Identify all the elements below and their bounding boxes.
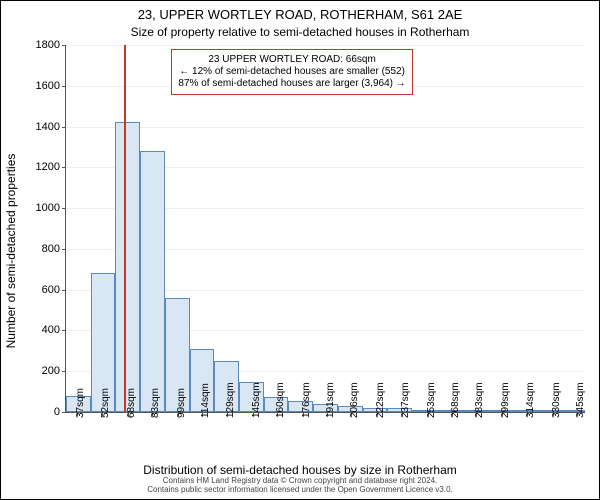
xtick-label: 68sqm [126, 388, 137, 418]
grid-line [66, 45, 585, 46]
xtick-label: 145sqm [251, 382, 262, 418]
plot-area: 02004006008001000120014001600180037sqm52… [65, 45, 585, 413]
legend-line-2: ← 12% of semi-detached houses are smalle… [178, 66, 405, 78]
property-marker-line [124, 45, 126, 412]
y-axis-label: Number of semi-detached properties [4, 154, 18, 349]
ytick-label: 0 [54, 406, 60, 418]
ytick-label: 1200 [36, 161, 60, 173]
ytick-label: 400 [42, 324, 60, 336]
ytick-mark [62, 45, 66, 46]
xtick-label: 330sqm [551, 382, 562, 418]
chart-subtitle: Size of property relative to semi-detach… [1, 25, 599, 39]
ytick-mark [62, 290, 66, 291]
xtick-label: 253sqm [426, 382, 437, 418]
xtick-label: 52sqm [100, 388, 111, 418]
ytick-mark [62, 371, 66, 372]
xtick-label: 191sqm [325, 382, 336, 418]
xtick-label: 160sqm [275, 382, 286, 418]
histogram-bar [140, 151, 165, 412]
chart-page: 23, UPPER WORTLEY ROAD, ROTHERHAM, S61 2… [0, 0, 600, 500]
xtick-label: 237sqm [400, 382, 411, 418]
xtick-label: 222sqm [375, 382, 386, 418]
xtick-label: 37sqm [75, 388, 86, 418]
xtick-label: 345sqm [575, 382, 586, 418]
xtick-label: 299sqm [500, 382, 511, 418]
footer-line-2: Contains public sector information licen… [1, 486, 599, 495]
xtick-label: 283sqm [474, 382, 485, 418]
ytick-label: 1400 [36, 121, 60, 133]
histogram-bar [115, 122, 140, 412]
ytick-label: 600 [42, 284, 60, 296]
xtick-label: 314sqm [525, 382, 536, 418]
ytick-mark [62, 86, 66, 87]
xtick-label: 176sqm [301, 382, 312, 418]
xtick-label: 83sqm [150, 388, 161, 418]
ytick-mark [62, 249, 66, 250]
ytick-label: 1600 [36, 80, 60, 92]
ytick-mark [62, 330, 66, 331]
xtick-label: 99sqm [176, 388, 187, 418]
ytick-label: 1800 [36, 39, 60, 51]
legend-box: 23 UPPER WORTLEY ROAD: 66sqm← 12% of sem… [171, 49, 412, 95]
chart-title: 23, UPPER WORTLEY ROAD, ROTHERHAM, S61 2… [1, 7, 599, 22]
xtick-label: 206sqm [349, 382, 360, 418]
legend-line-1: 23 UPPER WORTLEY ROAD: 66sqm [178, 54, 405, 66]
ytick-mark [62, 127, 66, 128]
x-axis-label: Distribution of semi-detached houses by … [1, 463, 599, 477]
ytick-mark [62, 412, 66, 413]
xtick-label: 129sqm [225, 382, 236, 418]
ytick-label: 200 [42, 365, 60, 377]
xtick-label: 268sqm [450, 382, 461, 418]
grid-line [66, 127, 585, 128]
ytick-label: 1000 [36, 202, 60, 214]
ytick-mark [62, 208, 66, 209]
legend-line-3: 87% of semi-detached houses are larger (… [178, 78, 405, 90]
footer-attribution: Contains HM Land Registry data © Crown c… [1, 477, 599, 495]
xtick-label: 114sqm [200, 383, 211, 418]
ytick-label: 800 [42, 243, 60, 255]
ytick-mark [62, 167, 66, 168]
